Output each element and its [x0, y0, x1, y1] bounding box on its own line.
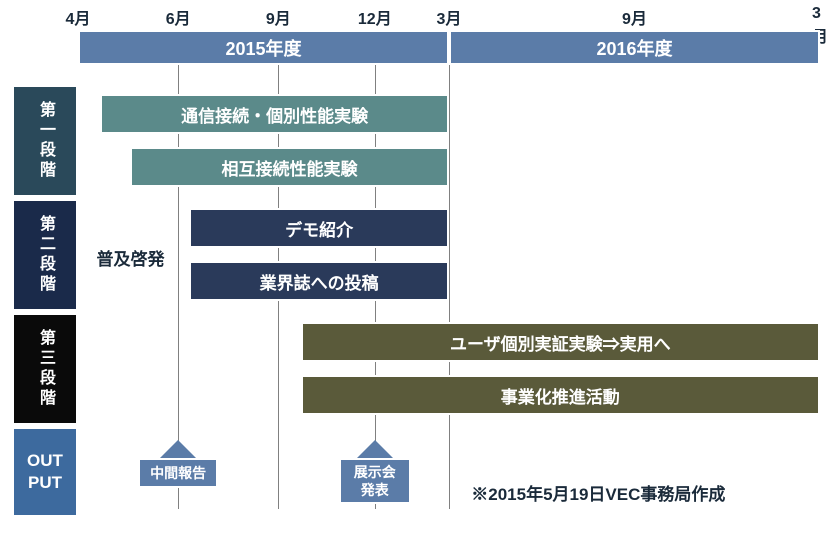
output-block: OUT PUT	[12, 427, 78, 517]
fukyu-text: 普及啓発	[97, 245, 165, 270]
callout-label: 中間報告	[138, 458, 218, 488]
phase-label: 第二段階	[12, 199, 78, 311]
task-bar: デモ紹介	[189, 208, 449, 248]
tick-label: 12月	[358, 5, 392, 29]
arrow-up-icon	[357, 440, 393, 458]
milestone-callout: 展示会 発表	[339, 440, 411, 504]
tick-label: 9月	[622, 5, 647, 29]
grid-line	[449, 65, 450, 509]
task-bar: ユーザ個別実証実験⇒実用へ	[301, 322, 820, 362]
tick-label: 3月	[437, 5, 462, 29]
task-bar: 業界誌への投稿	[189, 261, 449, 301]
footnote-text: ※2015年5月19日VEC事務局作成	[471, 480, 725, 505]
tick-label: 9月	[266, 5, 291, 29]
phase-label: 第一段階	[12, 85, 78, 197]
task-bar: 通信接続・個別性能実験	[100, 94, 449, 134]
task-bar: 相互接続性能実験	[130, 147, 449, 187]
tick-label: 6月	[166, 5, 191, 29]
milestone-callout: 中間報告	[138, 440, 218, 488]
phase-label: 第三段階	[12, 313, 78, 425]
tick-label: 4月	[66, 5, 91, 29]
year-header: 2016年度	[449, 30, 820, 65]
task-bar: 事業化推進活動	[301, 375, 820, 415]
gantt-chart: 4月6月9月12月3月9月3月 2015年度2016年度 第一段階第二段階第三段…	[0, 0, 830, 549]
year-header: 2015年度	[78, 30, 449, 65]
arrow-up-icon	[160, 440, 196, 458]
callout-label: 展示会 発表	[339, 458, 411, 504]
